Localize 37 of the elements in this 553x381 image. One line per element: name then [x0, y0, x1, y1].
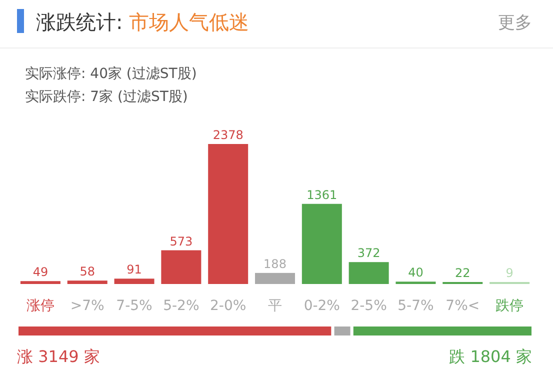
- bar: [161, 250, 202, 284]
- bar: [255, 272, 295, 284]
- text: 实际涨停: 40家 (过滤ST股): [25, 66, 197, 82]
- text: 跌 1804 家: [449, 347, 532, 366]
- x-tick-label: 平: [268, 298, 282, 314]
- bar: [302, 204, 342, 284]
- data-label: 22: [454, 266, 470, 280]
- x-tick-label: 跌停: [496, 298, 524, 314]
- bar: [348, 262, 389, 284]
- x-tick-label: 2-5%: [350, 298, 387, 314]
- bar: [67, 280, 108, 284]
- chart-subtitle: 市场人气低迷: [128, 10, 249, 34]
- x-tick-label: 7-5%: [116, 298, 152, 314]
- text: 更多: [498, 13, 532, 33]
- x-tick-label: 5-2%: [163, 298, 200, 314]
- text: 实际跌停: 7家 (过滤ST股): [25, 89, 188, 105]
- data-label: 91: [126, 262, 142, 277]
- x-tick-label: 5-7%: [398, 298, 434, 314]
- x-tick-label: 2-0%: [210, 298, 246, 314]
- data-label: 372: [357, 246, 380, 260]
- bar: [208, 144, 248, 284]
- data-label: 49: [32, 265, 48, 280]
- chart-title: 涨跌统计:: [36, 10, 123, 34]
- x-tick-label: 7%<: [446, 298, 480, 314]
- data-label: 40: [408, 266, 424, 280]
- data-label: 573: [170, 234, 193, 248]
- data-label: 1361: [306, 188, 338, 202]
- x-tick-label: >7%: [70, 298, 104, 314]
- data-label: 58: [80, 264, 96, 279]
- data-label: 188: [264, 256, 286, 271]
- data-label: 2378: [212, 128, 244, 142]
- bar: [20, 281, 60, 284]
- bar: [114, 278, 154, 284]
- x-tick-label: 涨停: [26, 298, 54, 314]
- text: 涨 3149 家: [17, 347, 100, 366]
- x-tick-label: 0-2%: [304, 298, 340, 314]
- data-label: 9: [506, 266, 514, 280]
